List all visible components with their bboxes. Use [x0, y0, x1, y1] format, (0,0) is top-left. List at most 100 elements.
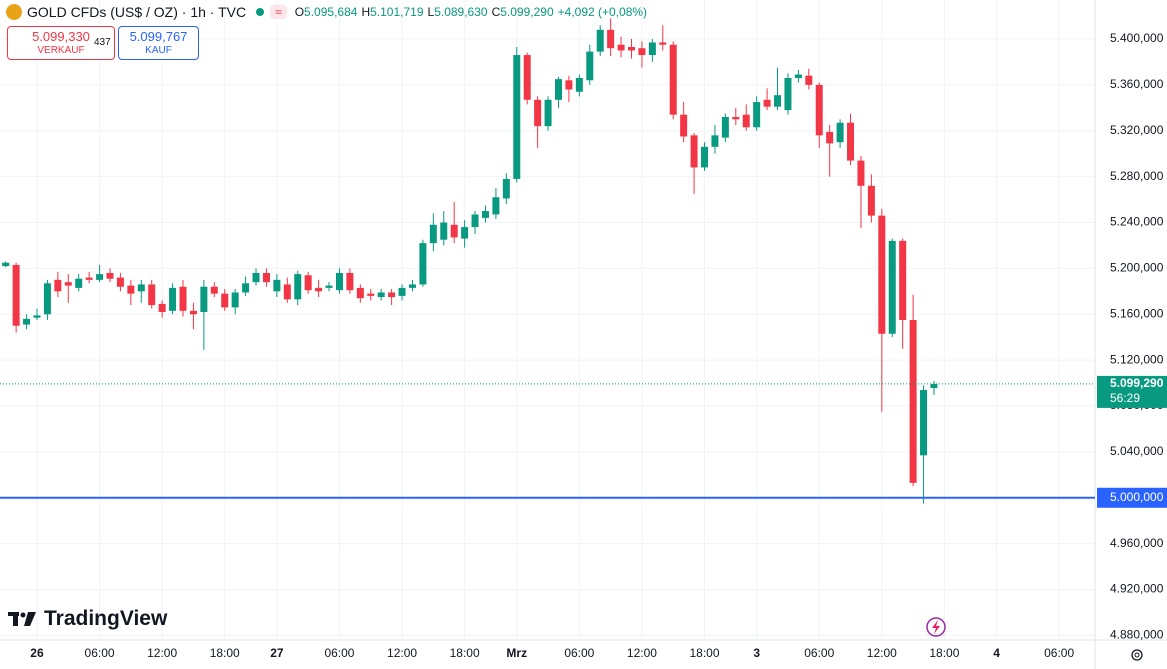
- settings-core: [1134, 652, 1140, 658]
- ohlc-value: 5.095,684: [304, 5, 358, 19]
- ohlc-value: 5.101,719: [370, 5, 424, 19]
- candle-body: [826, 131, 834, 144]
- logo-text: TradingView: [44, 607, 168, 630]
- x-tick-label: 18:00: [929, 646, 959, 660]
- candle-body: [388, 292, 396, 298]
- x-tick-label: 27: [270, 646, 284, 660]
- candle-body: [575, 77, 583, 92]
- candle-body: [440, 222, 448, 240]
- settings-icon[interactable]: [1131, 649, 1143, 661]
- candle-body: [179, 286, 187, 311]
- x-tick-label: 26: [30, 646, 44, 660]
- x-tick-label: 12:00: [627, 646, 657, 660]
- candle-body: [878, 215, 886, 334]
- candle-body: [534, 99, 542, 127]
- y-tick-label: 5.160,000: [1110, 306, 1164, 320]
- ohlc-key: L: [427, 5, 435, 19]
- x-tick-label: 12:00: [867, 646, 897, 660]
- logo-shape: [24, 612, 36, 626]
- candle-body: [367, 293, 375, 296]
- candle-body: [471, 214, 479, 228]
- buy-label: KAUF: [145, 45, 172, 56]
- sell-button[interactable]: 5.099,330 VERKAUF: [7, 26, 115, 60]
- logo-shape: [13, 612, 18, 626]
- x-tick-label: 18:00: [210, 646, 240, 660]
- ohlc-key: H: [361, 5, 371, 19]
- candle-body: [732, 116, 740, 120]
- candle-body: [54, 279, 62, 292]
- symbol-header: GOLD CFDs (US$ / OZ) · 1h · TVC ≈ O 5.095…: [6, 2, 651, 22]
- candle-body: [221, 293, 229, 308]
- candle-body: [43, 283, 51, 315]
- lightning-icon[interactable]: [926, 617, 946, 637]
- x-tick-label: Mrz: [506, 646, 527, 660]
- buy-button[interactable]: 5.099,767 KAUF: [118, 26, 199, 60]
- candle-body: [148, 284, 156, 306]
- ohlc-key: O: [294, 5, 305, 19]
- overlay: 4.880,000 4.920,000 4.960,000 5.000,000 5.04…: [0, 31, 1167, 660]
- candle-body: [304, 275, 312, 291]
- badge[interactable]: ≈: [270, 5, 287, 19]
- candle-body: [85, 277, 93, 280]
- candle-body: [669, 44, 677, 115]
- candle-body: [711, 135, 719, 147]
- lightning-circle: [926, 617, 946, 637]
- candle-body: [721, 116, 729, 138]
- y-tick-label: 5.320,000: [1110, 123, 1164, 137]
- logo[interactable]: TradingView: [8, 607, 167, 631]
- candle-body: [210, 286, 218, 294]
- candle-body: [252, 272, 260, 283]
- candle-body: [262, 272, 270, 283]
- symbol-title[interactable]: GOLD CFDs (US$ / OZ) · 1h · TVC: [27, 4, 247, 20]
- y-tick-label: 5.200,000: [1110, 261, 1164, 275]
- candle-body: [596, 29, 604, 52]
- candle-body: [805, 75, 813, 85]
- candle-body: [648, 42, 656, 56]
- candle-body: [492, 197, 500, 215]
- candle-body: [12, 264, 20, 326]
- candle-body: [920, 389, 928, 456]
- candle-body: [75, 278, 83, 288]
- candle-body: [377, 292, 385, 298]
- candle-body: [554, 79, 562, 100]
- y-tick-label: 4.880,000: [1110, 628, 1164, 642]
- candle-body: [523, 55, 531, 100]
- candles: [2, 18, 938, 504]
- change: +4,092 (+0,08%): [557, 5, 648, 19]
- last-price-tag: [1097, 375, 1167, 408]
- candle-body: [137, 284, 145, 292]
- y-tick-label: 5.280,000: [1110, 169, 1164, 183]
- countdown: 56:29: [1110, 391, 1140, 405]
- candle-body: [200, 286, 208, 312]
- y-tick-label: 5.400,000: [1110, 31, 1164, 45]
- candle-body: [784, 77, 792, 111]
- lightning-bolt: [932, 620, 940, 634]
- candle-body: [346, 272, 354, 291]
- candle-body: [930, 383, 938, 389]
- x-tick-label: 12:00: [147, 646, 177, 660]
- x-tick-label: 06:00: [804, 646, 834, 660]
- candle-body: [836, 122, 844, 143]
- candle-body: [33, 315, 41, 318]
- ohlc-value: 5.089,630: [434, 5, 488, 19]
- x-tick-label: 06:00: [324, 646, 354, 660]
- x-tick-label: 06:00: [564, 646, 594, 660]
- x-tick-label: 18:00: [689, 646, 719, 660]
- candle-body: [680, 114, 688, 137]
- candle-body: [638, 48, 646, 56]
- market-status-dot: [256, 8, 265, 16]
- ohlc-key: C: [491, 5, 501, 19]
- horizontal-line-label: 5.000,000: [1110, 490, 1164, 504]
- gold-icon: [6, 4, 22, 20]
- candle-body: [398, 287, 406, 296]
- candle-body: [64, 282, 72, 286]
- candle-body: [617, 44, 625, 51]
- candle-body: [847, 122, 855, 161]
- candle-body: [753, 102, 761, 128]
- x-tick-label: 18:00: [450, 646, 480, 660]
- candle-body: [419, 243, 427, 285]
- x-tick-label: 3: [753, 646, 760, 660]
